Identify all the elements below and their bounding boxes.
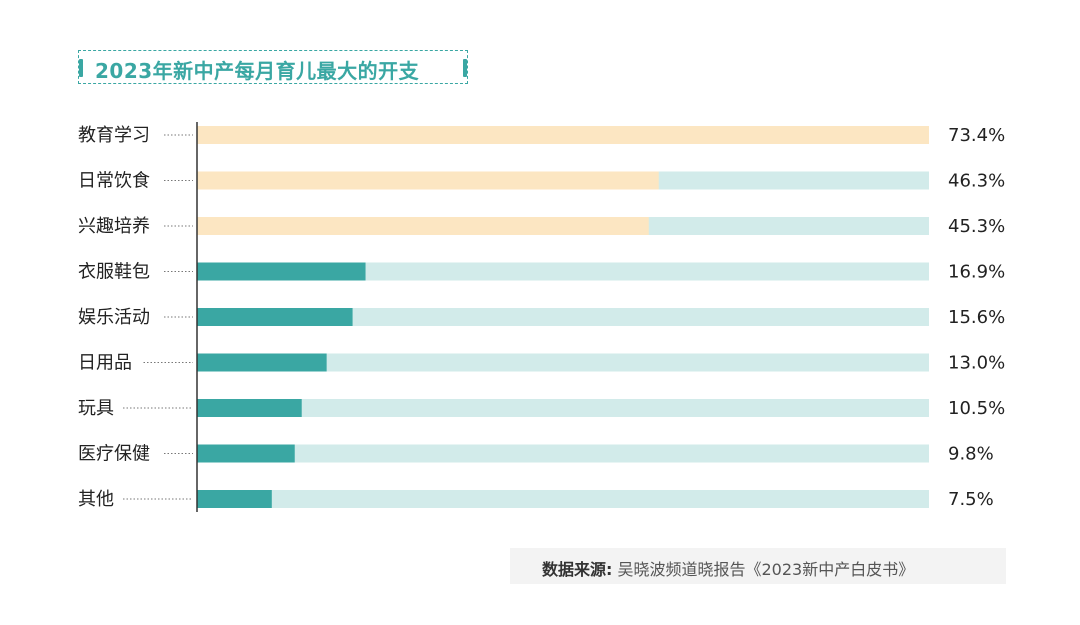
bar: [197, 262, 366, 281]
bar: [197, 308, 353, 326]
value-label: 15.6%: [948, 307, 1005, 328]
bar-track: [197, 490, 929, 508]
category-label: 医疗保健: [78, 444, 150, 465]
bar: [197, 171, 659, 190]
category-label: 其他: [78, 489, 114, 510]
value-label: 9.8%: [948, 444, 994, 465]
bar-track: [197, 353, 929, 372]
chart-title-box: 2023年新中产每月育儿最大的开支: [78, 50, 468, 84]
bar: [197, 353, 327, 372]
value-label: 16.9%: [948, 262, 1005, 283]
category-label: 教育学习: [78, 125, 150, 146]
category-label: 衣服鞋包: [78, 262, 150, 283]
bar: [197, 490, 272, 508]
category-label: 兴趣培养: [78, 216, 150, 237]
category-label: 日用品: [78, 353, 132, 374]
category-label: 娱乐活动: [78, 307, 150, 328]
source-text: 数据来源: 吴晓波频道晓报告《2023新中产白皮书》: [542, 556, 914, 580]
source-value: 吴晓波频道晓报告《2023新中产白皮书》: [617, 560, 915, 579]
value-label: 13.0%: [948, 353, 1005, 374]
chart-title: 2023年新中产每月育儿最大的开支: [95, 59, 420, 83]
title-left-bar: [79, 59, 83, 77]
bar: [197, 217, 649, 235]
source-label: 数据来源:: [542, 560, 613, 579]
value-label: 7.5%: [948, 489, 994, 510]
bar: [197, 399, 302, 417]
bar: [197, 126, 929, 144]
value-label: 45.3%: [948, 216, 1005, 237]
title-right-bar: [463, 59, 467, 77]
bar-track: [197, 399, 929, 417]
bar-track: [197, 262, 929, 281]
value-label: 10.5%: [948, 398, 1005, 419]
source-box: 数据来源: 吴晓波频道晓报告《2023新中产白皮书》: [510, 548, 1006, 584]
value-label: 73.4%: [948, 125, 1005, 146]
category-label: 玩具: [78, 398, 114, 419]
bar-track: [197, 308, 929, 326]
bar-track: [197, 444, 929, 463]
bar: [197, 444, 295, 463]
value-label: 46.3%: [948, 171, 1005, 192]
category-label: 日常饮食: [78, 171, 150, 192]
